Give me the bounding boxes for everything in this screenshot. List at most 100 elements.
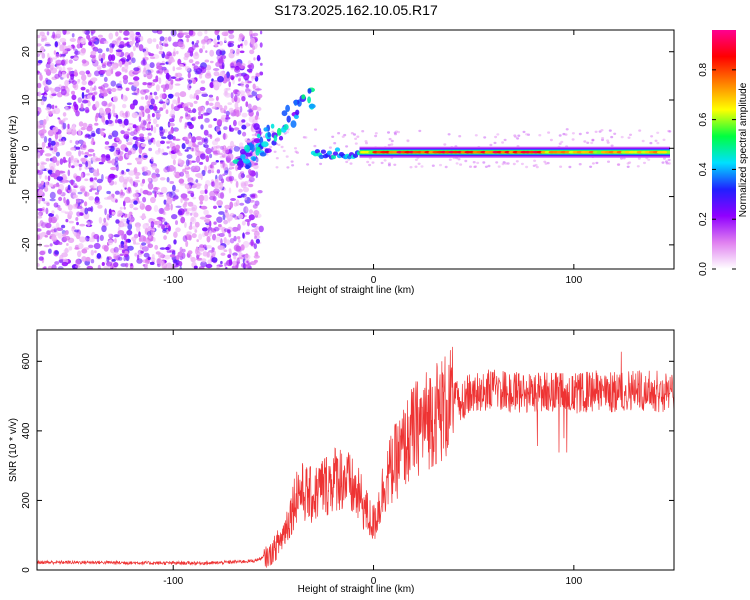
noise-cell — [656, 141, 660, 145]
noise-cell — [668, 130, 672, 133]
noise-cell — [155, 84, 160, 92]
noise-cell — [89, 177, 94, 182]
noise-cell — [620, 157, 623, 160]
noise-cell — [108, 145, 115, 149]
noise-cell — [219, 70, 226, 77]
noise-cell — [185, 233, 192, 241]
noise-cell — [613, 132, 617, 135]
noise-cell — [224, 204, 231, 210]
noise-cell — [175, 205, 182, 208]
noise-cell — [37, 170, 44, 175]
noise-cell — [209, 220, 212, 228]
noise-cell — [211, 140, 219, 146]
noise-cell — [254, 226, 260, 230]
noise-cell — [92, 59, 99, 67]
noise-cell — [41, 198, 46, 202]
noise-cell — [213, 205, 217, 209]
noise-cell — [229, 201, 234, 209]
signal-core — [660, 150, 668, 154]
noise-cell — [172, 99, 178, 105]
noise-cell — [81, 143, 87, 150]
noise-cell — [61, 178, 66, 184]
noise-cell — [164, 206, 171, 211]
noise-cell — [122, 95, 128, 102]
noise-cell — [122, 103, 127, 109]
noise-cell — [72, 57, 79, 60]
noise-cell — [163, 211, 167, 216]
noise-cell — [38, 91, 41, 98]
noise-cell — [208, 230, 212, 237]
noise-cell — [144, 108, 151, 114]
noise-cell — [179, 171, 185, 177]
y-tick-label: 200 — [21, 492, 32, 509]
noise-cell — [241, 244, 245, 251]
noise-cell — [132, 45, 136, 52]
noise-cell — [186, 38, 189, 43]
noise-cell — [255, 171, 259, 179]
noise-cell — [159, 126, 164, 131]
noise-cell — [99, 107, 104, 114]
noise-cell — [230, 65, 235, 69]
noise-cell — [578, 132, 582, 136]
noise-cell — [213, 221, 217, 225]
noise-cell — [115, 199, 118, 203]
noise-cell — [89, 185, 95, 189]
noise-cell — [68, 220, 74, 224]
x-tick-label: -100 — [163, 576, 183, 587]
noise-cell — [220, 183, 224, 189]
noise-cell — [234, 215, 239, 220]
noise-cell — [40, 46, 45, 53]
signal-blob — [264, 148, 269, 154]
noise-cell — [216, 169, 221, 174]
noise-cell — [92, 46, 99, 52]
noise-cell — [159, 107, 164, 111]
noise-cell — [240, 81, 245, 88]
x-tick-label: -100 — [163, 275, 183, 286]
noise-cell — [126, 162, 132, 166]
noise-cell — [232, 78, 235, 85]
noise-cell — [105, 155, 111, 162]
noise-cell — [184, 222, 187, 228]
noise-cell — [649, 141, 653, 145]
noise-cell — [45, 77, 49, 82]
noise-cell — [50, 140, 56, 146]
noise-cell — [83, 212, 90, 220]
noise-cell — [188, 123, 194, 130]
noise-cell — [192, 63, 196, 66]
noise-cell — [204, 30, 208, 35]
noise-cell — [107, 112, 111, 120]
noise-cell — [190, 256, 196, 263]
noise-cell — [216, 34, 220, 41]
noise-cell — [193, 165, 200, 172]
noise-cell — [459, 163, 463, 166]
noise-cell — [38, 256, 44, 261]
signal-blob — [283, 124, 289, 130]
noise-cell — [57, 189, 62, 195]
signal-blob — [290, 120, 297, 128]
noise-cell — [147, 243, 154, 249]
noise-cell — [164, 221, 168, 226]
signal-blob — [273, 134, 278, 142]
noise-cell — [249, 199, 255, 203]
noise-cell — [495, 161, 499, 164]
noise-cell — [189, 221, 193, 227]
noise-cell — [41, 251, 46, 254]
noise-cell — [212, 68, 220, 71]
noise-cell — [608, 129, 612, 132]
noise-cell — [104, 141, 110, 145]
signal-blob — [318, 154, 324, 159]
noise-cell — [229, 48, 234, 54]
noise-cell — [497, 165, 501, 168]
noise-cell — [96, 253, 102, 259]
noise-cell — [215, 125, 221, 132]
noise-cell — [98, 216, 103, 224]
noise-cell — [199, 86, 206, 91]
noise-cell — [513, 134, 517, 137]
noise-cell — [134, 242, 141, 245]
noise-cell — [58, 196, 63, 202]
noise-cell — [247, 64, 252, 69]
noise-cell — [69, 156, 74, 164]
noise-cell — [196, 40, 200, 44]
signal-blob — [281, 110, 288, 117]
noise-cell — [247, 103, 252, 110]
